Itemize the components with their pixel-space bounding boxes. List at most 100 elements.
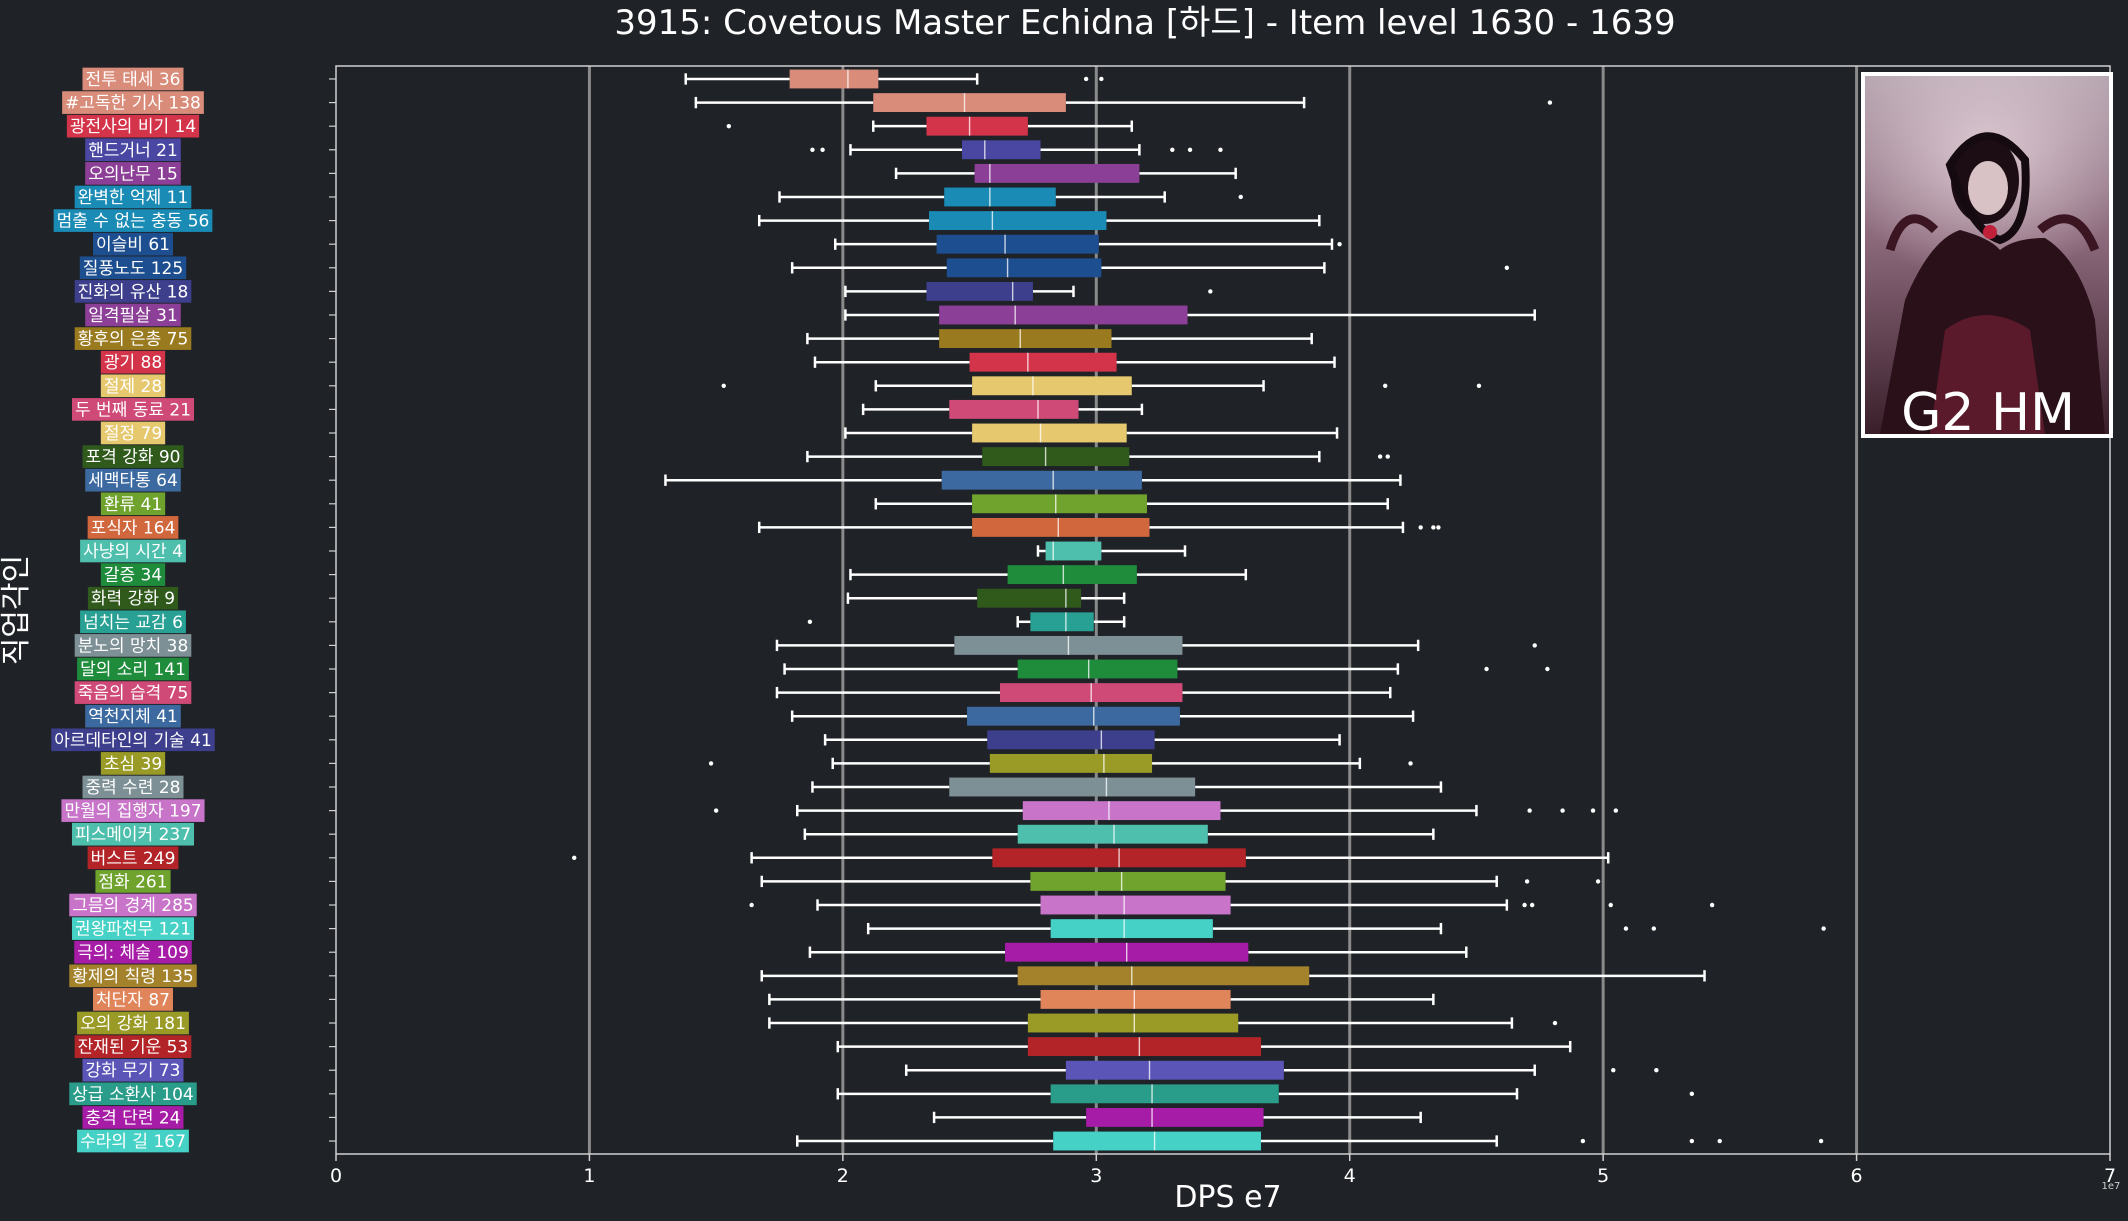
category-label-text: 분노의 망치 38 <box>78 636 189 656</box>
category-label-2: 광전사의 비기 14 <box>66 114 200 138</box>
category-label-text: 넘치는 교감 6 <box>83 613 183 633</box>
iqr-box <box>967 706 1180 726</box>
iqr-box <box>1045 541 1102 561</box>
iqr-box <box>1086 1107 1264 1127</box>
iqr-box <box>1030 612 1094 632</box>
outlier-point <box>1527 808 1532 813</box>
box-row-17 <box>329 470 1402 490</box>
box-row-34 <box>329 871 1601 891</box>
outlier-point <box>810 147 815 152</box>
category-label-bg <box>93 232 173 256</box>
category-label-bg <box>69 964 197 988</box>
category-label-35: 그믐의 경계 285 <box>69 893 197 917</box>
iqr-box <box>1017 659 1178 679</box>
iqr-box <box>926 281 1033 301</box>
category-label-15: 절정 79 <box>100 421 166 445</box>
category-label-text: 점화 261 <box>98 872 167 892</box>
tick-label-1: 1 <box>583 1165 595 1187</box>
outlier-point <box>1580 1138 1586 1144</box>
outlier-point <box>1547 100 1553 105</box>
category-label-23: 넘치는 교감 6 <box>80 610 186 634</box>
category-label-4: 오의난무 15 <box>85 162 181 185</box>
category-label-text: 강화 무기 73 <box>86 1061 181 1081</box>
iqr-box <box>873 93 1066 113</box>
iqr-box <box>972 517 1150 537</box>
category-label-25: 달의 소리 141 <box>77 657 189 681</box>
category-label-bg <box>74 1035 192 1058</box>
category-label-19: 포식자 164 <box>87 516 179 539</box>
category-label-bg <box>79 256 187 280</box>
category-label-text: 역천지체 41 <box>88 707 178 727</box>
iqr-box <box>949 399 1079 419</box>
box-row-12 <box>329 352 1336 372</box>
badge-text: G2 HM <box>1901 383 2075 443</box>
outlier-point <box>1529 902 1535 908</box>
box-row-31 <box>329 801 1619 821</box>
category-label-text: 황후의 은총 75 <box>78 330 189 350</box>
outlier-point <box>1408 761 1413 766</box>
iqr-box <box>977 588 1082 608</box>
category-label-31: 만월의 집행자 197 <box>61 799 205 822</box>
category-label-3: 핸드거너 21 <box>85 138 181 162</box>
box-row-16 <box>329 447 1390 467</box>
iqr-box <box>1050 1084 1279 1104</box>
outlier-point <box>1436 525 1441 530</box>
boxes-layer <box>329 69 1826 1151</box>
category-label-text: 버스트 249 <box>91 849 176 869</box>
category-label-28: 아르데타인의 기술 41 <box>51 728 215 752</box>
box-row-22 <box>329 588 1126 608</box>
box-row-38 <box>329 966 1706 986</box>
category-label-33: 버스트 249 <box>87 846 179 870</box>
outlier-point <box>1654 1068 1659 1073</box>
category-label-bg <box>61 799 205 822</box>
category-label-text: 권왕파천무 121 <box>75 920 191 940</box>
category-label-text: 잔재된 기운 53 <box>78 1038 189 1058</box>
outlier-point <box>708 761 714 766</box>
category-label-27: 역천지체 41 <box>85 704 181 728</box>
outlier-point <box>1377 454 1383 459</box>
box-row-33 <box>329 848 1610 868</box>
box-row-42 <box>329 1060 1659 1080</box>
outlier-point <box>1651 926 1657 931</box>
category-label-bg <box>69 1082 197 1106</box>
category-label-bg <box>77 657 189 681</box>
iqr-box <box>982 447 1130 467</box>
category-label-text: 포식자 164 <box>91 518 176 538</box>
category-label-text: 세맥타통 64 <box>88 471 178 491</box>
box-row-37 <box>329 942 1468 962</box>
box-row-36 <box>329 919 1826 939</box>
iqr-box <box>1050 919 1213 939</box>
category-label-text: 황제의 칙령 135 <box>72 967 193 987</box>
iqr-box <box>961 140 1041 160</box>
category-label-text: 전투 태세 36 <box>86 70 181 90</box>
category-label-10: 일격필살 31 <box>85 303 181 327</box>
iqr-box <box>987 730 1155 750</box>
x-axis-label: DPS e7 <box>1174 1180 1281 1215</box>
outlier-point <box>1484 666 1489 672</box>
category-label-text: 이슬비 61 <box>96 235 170 255</box>
category-label-41: 잔재된 기운 53 <box>74 1035 192 1058</box>
tick-label-4: 4 <box>1344 1165 1356 1187</box>
outlier-point <box>1385 454 1390 459</box>
outlier-point <box>1818 1138 1824 1144</box>
category-label-45: 수라의 길 167 <box>77 1129 189 1153</box>
iqr-box <box>939 329 1112 349</box>
category-label-bg <box>87 846 179 870</box>
category-label-7: 이슬비 61 <box>93 232 173 256</box>
category-label-17: 세맥타통 64 <box>85 468 181 492</box>
category-label-text: 상급 소환사 104 <box>72 1085 193 1105</box>
box-row-35 <box>329 895 1715 915</box>
outlier-point <box>1238 194 1243 200</box>
iqr-box <box>1027 1013 1239 1033</box>
box-row-5 <box>329 187 1243 207</box>
box-row-1 <box>329 93 1553 113</box>
category-label-bg <box>93 988 173 1011</box>
category-label-bg <box>82 445 184 468</box>
category-label-text: 완벽한 억제 11 <box>78 188 189 208</box>
category-label-text: 처단자 87 <box>96 990 170 1010</box>
category-label-16: 포격 강화 90 <box>82 445 184 468</box>
iqr-box <box>989 753 1153 773</box>
box-row-40 <box>329 1013 1558 1033</box>
category-label-bg <box>71 917 195 940</box>
